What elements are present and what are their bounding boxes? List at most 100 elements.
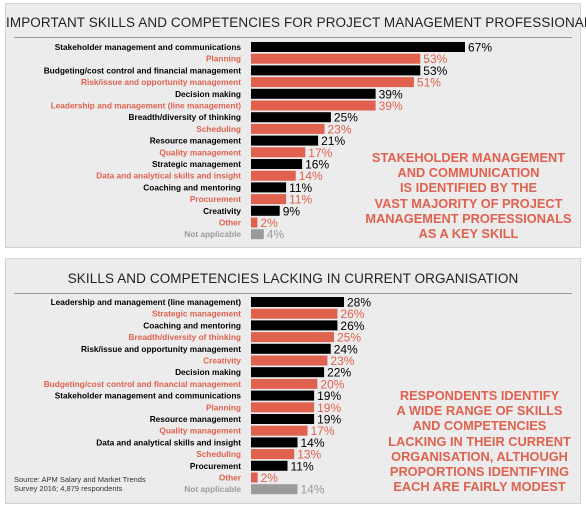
chart-title: SKILLS AND COMPETENCIES LACKING IN CURRE… <box>67 271 519 286</box>
value-label-coaching-and-mentoring: 26% <box>340 319 364 333</box>
value-label-strategic-management: 26% <box>340 307 364 321</box>
value-label-scheduling: 13% <box>297 448 321 462</box>
bar-coaching-and-mentoring <box>251 182 287 193</box>
bar-breadth-diversity-of-thinking <box>251 112 331 123</box>
value-label-risk-issue-and-opportunity-management: 51% <box>417 76 441 90</box>
source-note: Source: APM Salary and Market Trends Sur… <box>14 475 146 493</box>
bar-resource-management <box>251 135 319 146</box>
category-label-resource-management: Resource management <box>150 136 242 146</box>
value-label-budgeting-cost-control-and-financial-management: 53% <box>423 64 447 78</box>
category-label-stakeholder-management-and-communications: Stakeholder management and communication… <box>55 391 242 401</box>
value-label-strategic-management: 16% <box>305 158 329 172</box>
category-label-resource-management: Resource management <box>150 414 242 424</box>
lacking-skills-bar-chart: Leadership and management (line manageme… <box>44 296 372 497</box>
category-label-quality-management: Quality management <box>159 426 241 436</box>
bar-not-applicable <box>251 229 264 240</box>
chart-annotation: RESPONDENTS IDENTIFY A WIDE RANGE OF SKI… <box>388 388 571 495</box>
bar-stakeholder-management-and-communications <box>251 42 465 52</box>
category-label-other: Other <box>219 218 242 228</box>
bar-data-and-analytical-skills-and-insight <box>251 437 298 448</box>
bar-decision-making <box>251 367 325 378</box>
category-label-coaching-and-mentoring: Coaching and mentoring <box>143 320 241 330</box>
bar-resource-management <box>251 414 315 424</box>
bar-strategic-management <box>251 159 303 169</box>
bar-creativity <box>251 205 280 216</box>
bar-planning <box>251 402 315 413</box>
value-label-planning: 53% <box>423 52 447 66</box>
value-label-resource-management: 21% <box>321 134 345 148</box>
lacking-skills-panel: SKILLS AND COMPETENCIES LACKING IN CURRE… <box>5 258 581 504</box>
value-label-resource-management: 19% <box>317 413 341 427</box>
value-label-not-applicable: 4% <box>267 228 285 242</box>
bar-coaching-and-mentoring <box>251 320 338 331</box>
bar-stakeholder-management-and-communications <box>251 390 315 401</box>
category-label-strategic-management: Strategic management <box>152 309 241 319</box>
value-label-data-and-analytical-skills-and-insight: 14% <box>299 169 323 183</box>
value-label-decision-making: 22% <box>327 366 351 380</box>
bar-quality-management <box>251 147 306 158</box>
value-label-risk-issue-and-opportunity-management: 24% <box>334 342 358 356</box>
value-label-creativity: 9% <box>283 204 301 218</box>
bar-scheduling <box>251 123 325 134</box>
category-label-other: Other <box>219 473 242 483</box>
chart-title: IMPORTANT SKILLS AND COMPETENCIES FOR PR… <box>6 15 586 30</box>
value-label-planning: 19% <box>317 401 341 415</box>
chart-annotation: STAKEHOLDER MANAGEMENT AND COMMUNICATION… <box>365 150 572 242</box>
bar-procurement <box>251 194 287 205</box>
category-label-breadth-diversity-of-thinking: Breadth/diversity of thinking <box>129 332 241 342</box>
category-label-budgeting-cost-control-and-financial-management: Budgeting/cost control and financial man… <box>44 379 242 389</box>
bar-procurement <box>251 460 288 471</box>
bar-leadership-and-management-line-management <box>251 100 376 111</box>
bar-strategic-management <box>251 308 338 319</box>
bar-breadth-diversity-of-thinking <box>251 332 334 343</box>
value-label-data-and-analytical-skills-and-insight: 14% <box>301 436 325 450</box>
category-label-decision-making: Decision making <box>175 89 241 99</box>
value-label-budgeting-cost-control-and-financial-management: 20% <box>320 377 344 391</box>
title-divider <box>14 293 572 294</box>
value-label-not-applicable: 14% <box>301 483 325 497</box>
category-label-leadership-and-management-line-management: Leadership and management (line manageme… <box>51 297 242 307</box>
value-label-procurement: 11% <box>291 459 314 473</box>
bar-decision-making <box>251 88 376 99</box>
bar-risk-issue-and-opportunity-management <box>251 77 414 88</box>
value-label-decision-making: 39% <box>379 87 403 101</box>
bar-not-applicable <box>251 484 298 495</box>
bar-other <box>251 217 258 228</box>
category-label-procurement: Procurement <box>190 194 241 204</box>
category-label-risk-issue-and-opportunity-management: Risk/issue and opportunity management <box>81 344 241 354</box>
value-label-other: 2% <box>261 471 279 485</box>
value-label-creativity: 23% <box>330 354 354 368</box>
bar-scheduling <box>251 449 295 460</box>
category-label-scheduling: Scheduling <box>196 449 241 459</box>
value-label-stakeholder-management-and-communications: 67% <box>468 41 492 55</box>
category-label-stakeholder-management-and-communications: Stakeholder management and communication… <box>55 42 242 52</box>
category-label-planning: Planning <box>206 402 241 412</box>
bar-leadership-and-management-line-management <box>251 297 344 307</box>
value-label-other: 2% <box>260 216 278 230</box>
bar-other <box>251 472 258 483</box>
bar-budgeting-cost-control-and-financial-management <box>251 378 318 389</box>
value-label-leadership-and-management-line-management: 39% <box>379 99 403 113</box>
bar-risk-issue-and-opportunity-management <box>251 343 331 354</box>
category-label-data-and-analytical-skills-and-insight: Data and analytical skills and insight <box>96 171 241 181</box>
category-label-data-and-analytical-skills-and-insight: Data and analytical skills and insight <box>96 437 241 447</box>
value-label-leadership-and-management-line-management: 28% <box>347 296 371 310</box>
value-label-stakeholder-management-and-communications: 19% <box>317 389 341 403</box>
title-divider <box>14 37 572 38</box>
category-label-quality-management: Quality management <box>159 147 241 157</box>
bar-quality-management <box>251 425 308 436</box>
category-label-scheduling: Scheduling <box>196 124 241 134</box>
value-label-procurement: 11% <box>289 193 312 207</box>
value-label-scheduling: 23% <box>328 122 352 136</box>
value-label-coaching-and-mentoring: 11% <box>289 181 312 195</box>
category-label-procurement: Procurement <box>190 461 241 471</box>
category-label-leadership-and-management-line-management: Leadership and management (line manageme… <box>51 101 242 111</box>
category-label-strategic-management: Strategic management <box>152 159 241 169</box>
category-label-creativity: Creativity <box>203 206 241 216</box>
value-label-quality-management: 17% <box>311 424 335 438</box>
category-label-creativity: Creativity <box>203 356 241 366</box>
category-label-risk-issue-and-opportunity-management: Risk/issue and opportunity management <box>81 77 241 87</box>
category-label-not-applicable: Not applicable <box>184 484 241 494</box>
value-label-breadth-diversity-of-thinking: 25% <box>337 331 361 345</box>
value-label-quality-management: 17% <box>308 146 332 160</box>
